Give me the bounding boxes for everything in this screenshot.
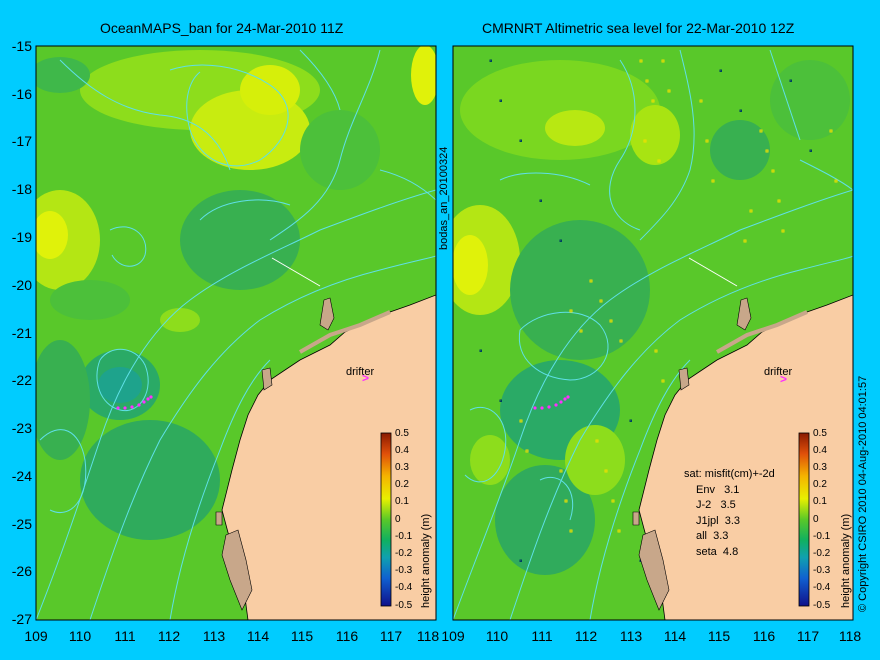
colorbar-tick: -0.3	[395, 565, 413, 576]
x-tick: 116	[752, 628, 776, 644]
right-map: >	[453, 46, 853, 620]
colorbar-label-right: height anomaly (m)	[840, 513, 852, 608]
stats-header: sat: misfit(cm)+-2d	[684, 468, 775, 480]
y-tick: -25	[11, 516, 32, 532]
colorbar-tick: 0.3	[395, 462, 409, 473]
x-tick: 115	[290, 628, 314, 644]
drifter-track-right	[533, 395, 570, 410]
drifter-arrow: >	[362, 371, 369, 385]
x-tick: 111	[114, 628, 136, 644]
colorbar-tick: -0.5	[395, 600, 413, 611]
colorbar	[380, 432, 392, 607]
x-tick: 117	[379, 628, 403, 644]
colorbar-tick: 0.1	[395, 496, 409, 507]
drifter-label-right: drifter	[764, 366, 793, 378]
colorbar-tick: 0.2	[395, 479, 409, 490]
colorbar-tick: -0.5	[813, 600, 831, 611]
right-panel-title: CMRNRT Altimetric sea level for 22-Mar-2…	[482, 20, 795, 36]
y-tick: -16	[11, 86, 32, 102]
x-tick: 115	[707, 628, 731, 644]
x-tick: 118	[838, 628, 862, 644]
colorbar-tick: -0.1	[813, 531, 831, 542]
colorbar-tick: 0.5	[395, 428, 409, 439]
x-tick: 110	[485, 628, 509, 644]
y-tick: -24	[11, 468, 32, 484]
x-tick: 118	[416, 628, 440, 644]
colorbar-tick: -0.1	[395, 531, 413, 542]
x-tick: 112	[574, 628, 598, 644]
colorbar-tick: 0.4	[395, 445, 409, 456]
x-tick: 110	[68, 628, 92, 644]
y-tick: -17	[11, 133, 32, 149]
right-frame	[452, 45, 854, 621]
stats-row: Env 3.1	[696, 483, 740, 496]
colorbar-tick: 0.4	[813, 445, 827, 456]
colorbar-tick: 0.5	[813, 428, 827, 439]
copyright-label: © Copyright CSIRO 2010 04-Aug-2010 04:01…	[857, 375, 869, 612]
drifter-arrow-right: >	[780, 372, 787, 386]
y-tick: -19	[11, 229, 32, 245]
stats-row: seta 4.8	[696, 545, 739, 558]
y-tick: -21	[11, 325, 32, 341]
y-tick: -23	[11, 420, 32, 436]
y-tick: -26	[11, 563, 32, 579]
drifter-track	[116, 395, 153, 410]
stats-row: J-2 3.5	[696, 499, 736, 511]
colorbar-tick: -0.2	[813, 548, 831, 559]
misfit-stats: sat: misfit(cm)+-2d Env 3.1 J-2 3.5 J1jp…	[684, 467, 775, 560]
colorbar-tick: 0.2	[813, 479, 827, 490]
x-tick: 112	[157, 628, 181, 644]
colorbar-tick: 0	[813, 514, 819, 525]
x-tick: 109	[441, 628, 465, 644]
y-tick: -20	[11, 277, 32, 293]
left-frame	[35, 45, 437, 621]
colorbar-right	[798, 432, 810, 607]
colorbar-tick: -0.2	[395, 548, 413, 559]
x-tick: 109	[24, 628, 48, 644]
stats-row: all 3.3	[696, 530, 729, 542]
colorbar-tick: 0	[395, 514, 401, 525]
x-tick: 117	[796, 628, 820, 644]
x-tick: 114	[663, 628, 687, 644]
colorbar-tick: 0.1	[813, 496, 827, 507]
analysis-id-label: bodas_an_20100324	[438, 146, 450, 250]
left-panel-title: OceanMAPS_ban for 24-Mar-2010 11Z	[100, 20, 344, 36]
y-tick: -22	[11, 372, 32, 388]
drifter-label: drifter	[346, 366, 375, 378]
x-tick: 116	[335, 628, 359, 644]
x-tick: 113	[202, 628, 226, 644]
y-tick: -18	[11, 181, 32, 197]
colorbar-tick: -0.4	[395, 582, 413, 593]
x-tick: 111	[531, 628, 553, 644]
x-tick: 114	[246, 628, 270, 644]
x-tick: 113	[619, 628, 643, 644]
stats-row: J1jpl 3.3	[696, 514, 741, 527]
y-tick: -15	[11, 38, 32, 54]
left-map: >	[36, 46, 436, 620]
colorbar-label: height anomaly (m)	[420, 513, 432, 608]
colorbar-tick: 0.3	[813, 462, 827, 473]
y-tick: -27	[11, 611, 32, 627]
colorbar-tick: -0.3	[813, 565, 831, 576]
colorbar-tick: -0.4	[813, 582, 831, 593]
